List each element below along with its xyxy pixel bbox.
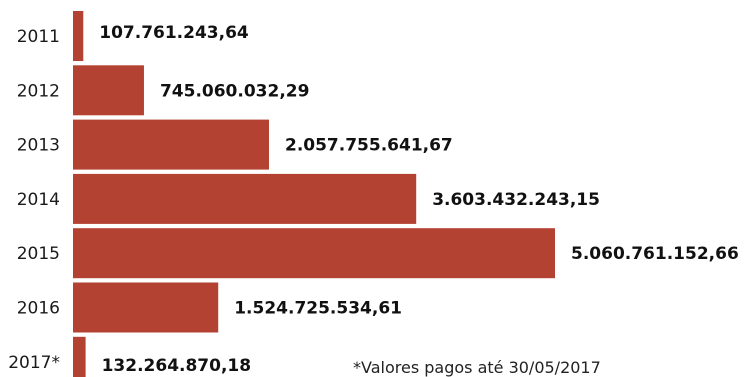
data-label: 3.603.432.243,15: [432, 190, 600, 210]
bar-2016: [73, 282, 219, 333]
bar-2015: [73, 228, 555, 279]
footnote: *Valores pagos até 30/05/2017: [353, 358, 601, 377]
bar-2017: [73, 336, 86, 377]
bar-2013: [73, 119, 269, 170]
category-label: 2011: [17, 27, 60, 47]
bar-2012: [73, 65, 144, 116]
data-label: 2.057.755.641,67: [285, 136, 453, 156]
category-label: 2015: [17, 244, 60, 264]
bar-2011: [73, 11, 84, 61]
category-label: 2014: [17, 190, 60, 210]
data-label: 5.060.761.152,66: [571, 244, 739, 264]
data-label: 1.524.725.534,61: [234, 299, 402, 319]
data-label: 132.264.870,18: [102, 356, 252, 376]
value-labels: 107.761.243,64 745.060.032,29 2.057.755.64…: [99, 23, 739, 376]
category-label: 2012: [17, 81, 60, 101]
bar-2014: [73, 173, 417, 224]
category-label: 2016: [17, 299, 60, 319]
data-label: 107.761.243,64: [99, 23, 249, 43]
category-label: 2017*: [8, 353, 60, 373]
data-label: 745.060.032,29: [160, 81, 309, 101]
category-labels: 2011 2012 2013 2014 2015 2016 2017*: [8, 27, 60, 373]
bars: [73, 11, 555, 377]
category-label: 2013: [17, 136, 60, 156]
